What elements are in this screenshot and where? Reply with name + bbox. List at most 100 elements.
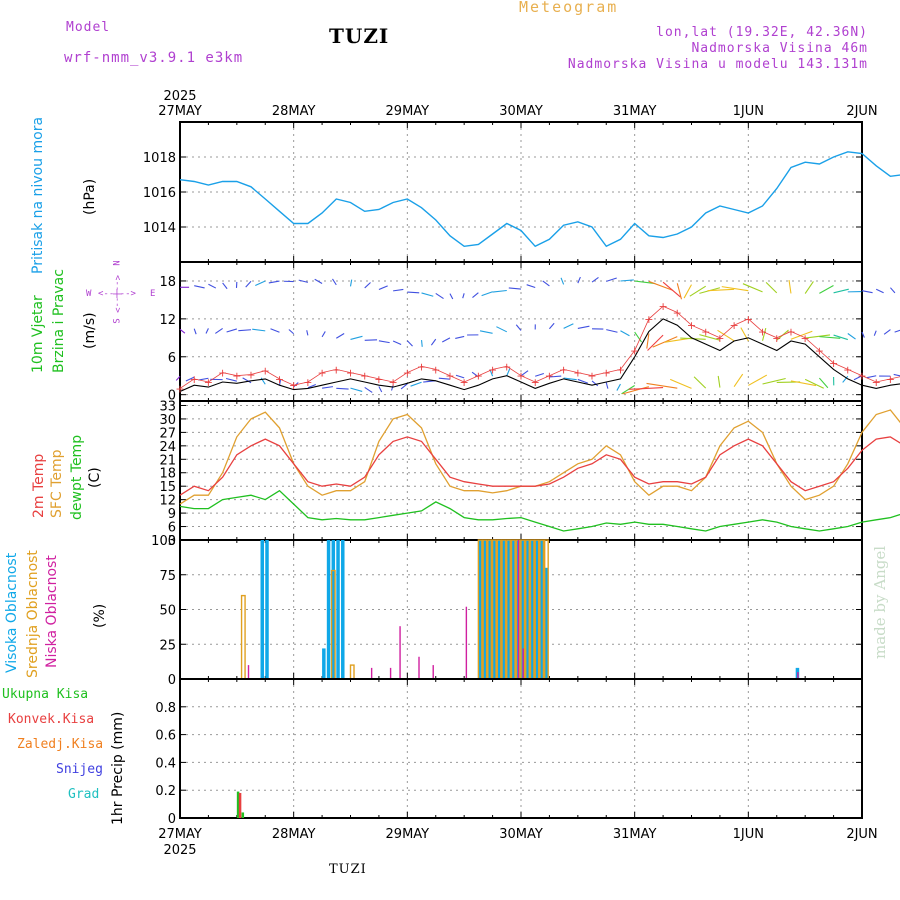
ytick-label-4-0: 0 — [168, 812, 176, 827]
ytick-label-2-0: 3 — [168, 534, 176, 549]
wind-barb-2-0 — [175, 375, 181, 381]
year-label-top: 2025 — [163, 89, 196, 104]
wind-barb-2-43 — [790, 380, 817, 387]
lonlat-label: lon,lat (19.32E, 42.36N) — [656, 25, 868, 40]
cloud-bar-2-2 — [389, 667, 392, 679]
wind-barb-0-18 — [435, 292, 444, 300]
gust-marker-30: + — [602, 367, 611, 380]
ytick-label-4-4: 0.8 — [155, 701, 176, 716]
precip-bar-0-0 — [236, 791, 240, 818]
wind-barb-1-27 — [563, 323, 574, 329]
ytick-label-1-0: 0 — [168, 389, 176, 404]
cloud-bar-2-6 — [465, 606, 468, 679]
wind-barb-1-31 — [620, 330, 630, 337]
time-label-top-0: 27MAY — [158, 104, 202, 119]
wind-barb-2-5 — [242, 377, 252, 384]
wind-barb-2-17 — [410, 381, 422, 387]
gust-marker-1: + — [190, 373, 199, 386]
wind-barb-0-21 — [472, 292, 479, 298]
wind-barb-2-38 — [717, 375, 721, 388]
wind-barb-2-14 — [378, 386, 383, 393]
cloud-bar-2-3 — [399, 626, 401, 679]
wind-barb-2-20 — [455, 374, 465, 379]
ytick-label-0-2: 1018 — [143, 151, 176, 166]
wind-barb-1-47 — [847, 333, 856, 340]
time-label-top-1: 28MAY — [272, 104, 316, 119]
time-label-bottom-0: 27MAY — [158, 827, 202, 842]
wind-barb-0-11 — [332, 278, 337, 286]
gust-marker-3: + — [218, 367, 227, 380]
gust-marker-9: + — [303, 376, 312, 389]
ytick-label-3-2: 50 — [159, 604, 176, 619]
wind-barb-2-34 — [628, 387, 664, 390]
panel-frame-2 — [179, 400, 863, 541]
wind-barb-0-1 — [194, 285, 205, 289]
gust-marker-8: + — [289, 379, 298, 392]
cloud-bar-0-2 — [322, 648, 326, 679]
gust-marker-44: + — [801, 332, 810, 345]
wind-barb-0-24 — [508, 287, 522, 290]
wind-barb-2-39 — [733, 373, 744, 387]
wind-barb-0-40 — [721, 286, 749, 292]
wind-barb-1-19 — [442, 337, 451, 343]
gust-marker-15: + — [389, 376, 398, 389]
wind-barb-2-40 — [748, 374, 768, 386]
cloud-bar-0-10 — [492, 540, 497, 679]
wind-barb-1-43 — [790, 330, 813, 340]
wind-barb-2-19 — [438, 377, 451, 380]
compass-west: W — [86, 289, 92, 299]
wind-barb-2-36 — [669, 378, 692, 389]
gust-marker-37: + — [701, 326, 710, 339]
wind-barb-1-14 — [378, 340, 390, 344]
cloud-bar-2-1 — [370, 667, 373, 679]
wind-speed-line — [179, 318, 900, 393]
ytick-label-2-8: 27 — [159, 426, 176, 441]
gust-marker-36: + — [687, 319, 696, 332]
wind-barb-0-45 — [819, 284, 834, 294]
time-label-top-5: 1JUN — [733, 104, 764, 119]
ytick-label-2-5: 18 — [159, 467, 176, 482]
wind-barb-0-10 — [314, 278, 323, 284]
ytick-label-0-0: 1014 — [143, 221, 176, 236]
wind-barb-2-15 — [391, 385, 394, 391]
cloud-bar-0-16 — [521, 540, 525, 679]
wind-barb-1-34 — [647, 334, 664, 351]
gust-marker-50: + — [886, 373, 895, 386]
wind-barb-0-26 — [542, 280, 550, 287]
wind-barb-2-2 — [198, 377, 209, 381]
cloud-bar-0-0 — [260, 540, 265, 679]
wind-barb-1-48 — [861, 331, 865, 338]
year-label-bottom: 2025 — [163, 843, 196, 858]
wind-barb-2-16 — [400, 383, 408, 390]
ytick-label-2-9: 30 — [159, 413, 176, 428]
gust-marker-41: + — [758, 326, 767, 339]
wind-barb-0-6 — [255, 280, 266, 287]
gust-marker-20: + — [460, 376, 469, 389]
gust-marker-12: + — [346, 367, 355, 380]
wind-barb-1-10 — [321, 331, 326, 338]
gust-line — [179, 305, 900, 389]
wind-barb-1-30 — [606, 329, 618, 333]
wind-barb-1-20 — [455, 335, 465, 339]
gust-marker-13: + — [360, 370, 369, 383]
gust-marker-11: + — [332, 363, 341, 376]
wind-barb-2-28 — [577, 378, 588, 384]
wind-barb-0-43 — [788, 280, 792, 294]
cloud-bar-0-5 — [336, 540, 340, 679]
gust-marker-25: + — [531, 376, 540, 389]
wind-barb-1-1 — [193, 328, 197, 335]
wind-barb-2-26 — [549, 375, 562, 378]
gust-marker-19: + — [445, 370, 454, 383]
ytick-label-1-3: 18 — [159, 275, 176, 290]
gust-marker-49: + — [872, 376, 881, 389]
wind-barb-0-31 — [620, 279, 634, 282]
compass-rose: N S W E <--|--> <--|--> — [86, 258, 158, 330]
wind-barb-1-16 — [406, 340, 413, 347]
gust-marker-2: + — [204, 376, 213, 389]
wind-barb-2-51 — [893, 373, 900, 377]
ytick-label-0-1: 1016 — [143, 186, 176, 201]
wind-barb-2-11 — [336, 387, 349, 390]
wind-barb-2-32 — [621, 385, 635, 395]
wind-barb-0-7 — [268, 280, 280, 284]
ytick-label-4-3: 0.6 — [155, 729, 176, 744]
